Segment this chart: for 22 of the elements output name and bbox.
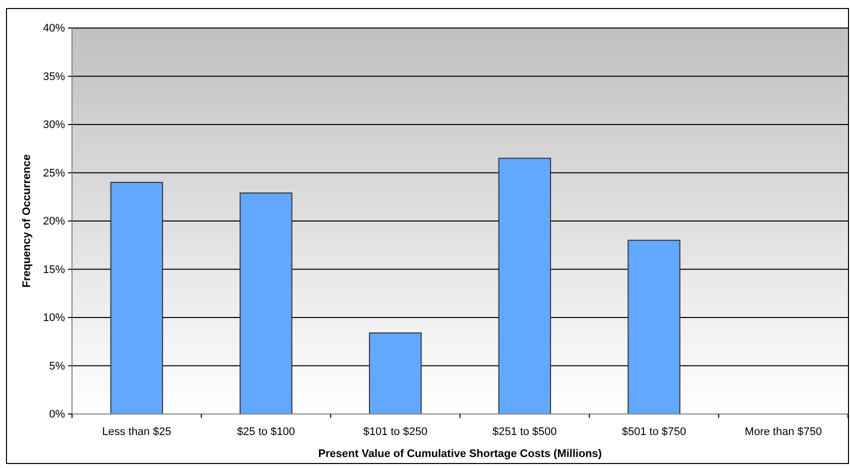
y-tick-label: 20%: [42, 216, 66, 228]
y-tick-label: 40%: [42, 22, 66, 35]
y-axis-title: Frequency of Occurrence: [21, 154, 33, 288]
y-tick-label: 10%: [42, 312, 66, 324]
y-tick-label: 25%: [42, 167, 66, 180]
y-tick-label: 15%: [42, 264, 66, 276]
x-tick-label: $251 to $500: [492, 426, 557, 438]
x-tick-label: $501 to $750: [622, 426, 686, 438]
bar: [240, 192, 292, 414]
x-tick-label: $25 to $100: [236, 426, 296, 438]
bar: [110, 182, 164, 414]
bar: [628, 240, 680, 414]
y-tick-label: 0%: [49, 408, 66, 421]
x-tick-label: More than $750: [744, 426, 822, 438]
bar: [498, 158, 552, 414]
x-axis-title: Present Value of Cumulative Shortage Costs (Millions): [318, 448, 602, 460]
y-tick-label: 35%: [42, 70, 66, 83]
x-tick-label: Less than $25: [102, 426, 172, 438]
y-tick-label: 30%: [42, 119, 66, 132]
bar: [368, 332, 422, 414]
x-tick-label: $101 to $250: [363, 426, 428, 438]
y-tick-label: 5%: [49, 360, 66, 372]
